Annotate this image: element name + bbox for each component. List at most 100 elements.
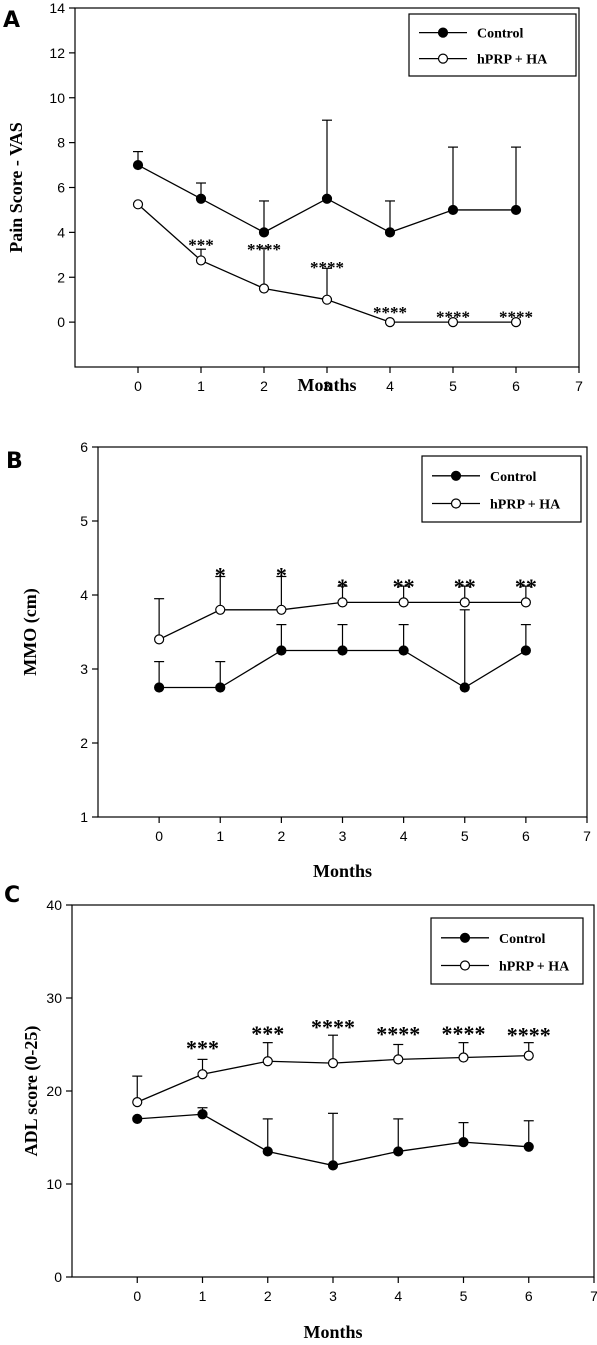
data-point-hprp-ha bbox=[321, 294, 333, 305]
y-tick-label: 30 bbox=[46, 990, 62, 1006]
data-point-hprp-ha bbox=[276, 604, 287, 615]
significance-label: * bbox=[276, 563, 287, 588]
x-tick-label: 4 bbox=[394, 1288, 402, 1304]
x-tick-label: 5 bbox=[449, 378, 457, 394]
legend-label: Control bbox=[499, 932, 546, 947]
y-tick-label: 4 bbox=[80, 587, 88, 603]
y-tick-label: 2 bbox=[57, 269, 65, 285]
legend-box bbox=[408, 13, 577, 77]
data-point-hprp-ha bbox=[458, 1052, 469, 1063]
data-point-hprp-ha bbox=[398, 597, 409, 608]
data-point-control bbox=[276, 645, 287, 656]
data-point-control bbox=[132, 159, 144, 171]
x-tick-label: 4 bbox=[400, 828, 408, 844]
y-tick-label: 5 bbox=[80, 513, 88, 529]
x-tick-label: 0 bbox=[155, 828, 163, 844]
data-point-control bbox=[459, 682, 470, 693]
data-point-hprp-ha bbox=[215, 604, 226, 615]
chart-panel-c: C 0 10 20 30 40 0 1 2 3 4 5 6 7 Months ADL score (0-25)… bbox=[4, 883, 597, 1342]
significance-label: ** bbox=[454, 574, 476, 599]
data-point-control bbox=[510, 204, 522, 216]
y-tick-label: 6 bbox=[57, 180, 65, 196]
y-axis-label: Pain Score - VAS bbox=[6, 122, 26, 253]
y-tick-label: 4 bbox=[57, 224, 65, 240]
x-tick-label: 0 bbox=[133, 1288, 141, 1304]
x-tick-label: 7 bbox=[590, 1288, 597, 1304]
series-line-control bbox=[159, 649, 527, 689]
y-tick-label: 1 bbox=[80, 809, 88, 825]
y-tick-label: 3 bbox=[80, 661, 88, 677]
x-axis-label: Months bbox=[303, 1322, 362, 1342]
data-point-control bbox=[393, 1146, 404, 1157]
significance-label: **** bbox=[373, 303, 407, 322]
legend-marker bbox=[437, 53, 449, 64]
significance-label: * bbox=[337, 574, 348, 599]
x-tick-label: 5 bbox=[461, 828, 469, 844]
data-point-control bbox=[520, 645, 531, 656]
legend-label: hPRP + HA bbox=[490, 498, 561, 513]
data-point-hprp-ha bbox=[132, 1097, 143, 1108]
legend-marker bbox=[437, 27, 449, 38]
data-point-control bbox=[132, 1113, 143, 1125]
data-point-control bbox=[262, 1146, 273, 1157]
x-tick-label: 3 bbox=[329, 1288, 337, 1304]
significance-label: **** bbox=[247, 240, 281, 259]
x-tick-label: 1 bbox=[216, 828, 224, 844]
data-point-hprp-ha bbox=[327, 1057, 339, 1069]
data-point-control bbox=[458, 1137, 469, 1148]
legend-marker bbox=[450, 498, 462, 509]
x-axis-label: Months bbox=[297, 375, 356, 395]
y-tick-label: 10 bbox=[46, 1176, 62, 1192]
data-point-control bbox=[447, 204, 459, 216]
data-point-hprp-ha bbox=[520, 597, 531, 608]
y-tick-label: 8 bbox=[57, 135, 65, 151]
legend-label: hPRP + HA bbox=[477, 53, 548, 68]
x-tick-label: 3 bbox=[339, 828, 347, 844]
legend-marker bbox=[459, 960, 471, 971]
x-tick-label: 7 bbox=[583, 828, 591, 844]
y-tick-label: 10 bbox=[49, 90, 65, 106]
data-point-hprp-ha bbox=[384, 317, 396, 328]
x-tick-label: 4 bbox=[386, 378, 394, 394]
significance-label: **** bbox=[499, 308, 533, 327]
panel-letter: A bbox=[3, 8, 20, 33]
data-point-hprp-ha bbox=[195, 255, 207, 266]
legend-label: hPRP + HA bbox=[499, 960, 570, 975]
x-tick-label: 2 bbox=[264, 1288, 272, 1304]
significance-label: **** bbox=[376, 1022, 420, 1047]
x-tick-label: 1 bbox=[199, 1288, 207, 1304]
y-tick-label: 14 bbox=[49, 0, 65, 16]
data-point-control bbox=[337, 645, 348, 656]
data-point-control bbox=[523, 1141, 534, 1152]
data-point-control bbox=[398, 645, 409, 656]
data-point-hprp-ha bbox=[393, 1054, 404, 1065]
significance-label: **** bbox=[442, 1021, 486, 1046]
x-tick-label: 2 bbox=[260, 378, 268, 394]
y-axis-label: ADL score (0-25) bbox=[21, 1026, 42, 1157]
significance-label: ** bbox=[515, 574, 537, 599]
significance-label: *** bbox=[188, 236, 214, 255]
x-tick-label: 7 bbox=[575, 378, 583, 394]
y-tick-label: 12 bbox=[49, 45, 65, 61]
panel-letter: C bbox=[4, 883, 20, 908]
y-tick-label: 0 bbox=[54, 1269, 62, 1285]
legend-label: Control bbox=[477, 27, 524, 42]
data-point-hprp-ha bbox=[510, 317, 522, 328]
data-point-hprp-ha bbox=[523, 1050, 534, 1061]
legend-marker bbox=[459, 932, 471, 943]
data-point-hprp-ha bbox=[197, 1069, 208, 1080]
y-tick-label: 40 bbox=[46, 897, 62, 913]
data-point-control bbox=[321, 193, 333, 204]
x-tick-label: 3 bbox=[323, 378, 331, 394]
legend-label: Control bbox=[490, 470, 537, 485]
data-point-hprp-ha bbox=[447, 317, 459, 328]
y-axis-label: MMO (cm) bbox=[20, 588, 41, 675]
significance-label: *** bbox=[186, 1036, 219, 1061]
data-point-hprp-ha bbox=[459, 597, 470, 608]
y-tick-label: 0 bbox=[57, 314, 65, 330]
x-tick-label: 6 bbox=[525, 1288, 533, 1304]
significance-label: **** bbox=[436, 308, 470, 327]
